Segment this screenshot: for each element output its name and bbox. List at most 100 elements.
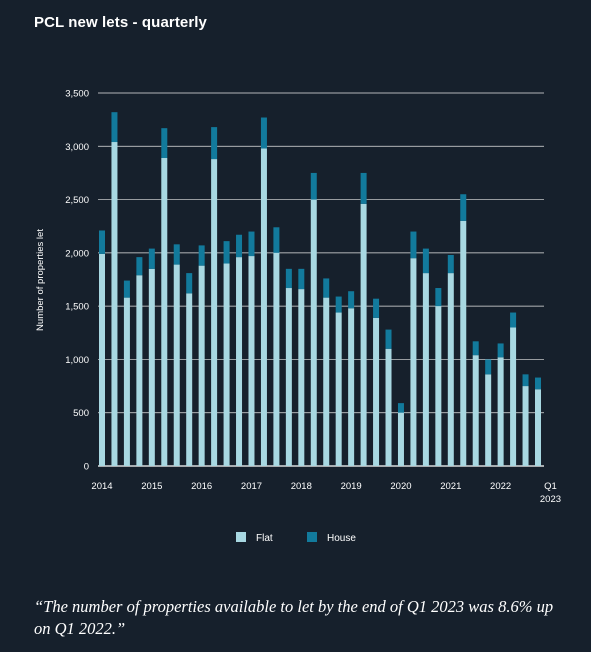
x-tick-label: 2023 xyxy=(540,494,561,505)
bar-house xyxy=(323,278,330,298)
bar-flat xyxy=(447,273,454,466)
bar-flat xyxy=(260,148,267,466)
bar-house xyxy=(186,273,193,294)
y-tick-label: 2,000 xyxy=(65,248,89,259)
bar-flat xyxy=(161,158,168,466)
bar-flat xyxy=(335,312,342,466)
bar-house xyxy=(447,254,454,274)
y-tick-label: 1,000 xyxy=(65,355,89,366)
bar-house xyxy=(260,117,267,149)
bar-flat xyxy=(298,289,305,466)
quote-text: “The number of properties available to l… xyxy=(34,597,554,638)
bar-flat xyxy=(223,263,230,466)
bar-flat xyxy=(497,357,504,466)
legend-swatch-house xyxy=(307,532,317,542)
x-tick-label: Q1 xyxy=(544,481,557,492)
bar-house xyxy=(360,172,367,204)
x-tick-label: 2014 xyxy=(91,481,112,492)
bar-house xyxy=(310,172,317,200)
bar-flat xyxy=(435,306,442,466)
bar-house xyxy=(373,298,380,318)
bar-flat xyxy=(236,257,243,466)
chart-title: PCL new lets - quarterly xyxy=(34,14,208,31)
bar-flat xyxy=(485,374,492,466)
bar-flat xyxy=(360,203,367,466)
bar-house xyxy=(460,194,467,221)
bar-house xyxy=(123,280,130,298)
bar-flat xyxy=(136,275,143,466)
x-tick-label: 2022 xyxy=(490,481,511,492)
bar-house xyxy=(522,374,529,387)
bar-house xyxy=(535,377,541,390)
bar-flat xyxy=(99,253,105,466)
bar-house xyxy=(285,268,292,289)
bar-flat xyxy=(472,355,479,466)
x-tick-label: 2015 xyxy=(141,481,162,492)
bar-flat xyxy=(422,273,429,466)
bar-flat xyxy=(148,268,155,466)
y-tick-label: 3,000 xyxy=(65,142,89,153)
bar-house xyxy=(298,268,305,290)
bar-house xyxy=(248,231,255,257)
x-axis-tick-labels: 2014 2015 2016 2017 2018 2019 2020 2021 2022 Q1 20… xyxy=(91,481,561,505)
bar-flat xyxy=(460,220,467,466)
y-tick-label: 0 xyxy=(84,462,89,473)
y-axis-label: Number of properties let xyxy=(35,229,46,331)
x-tick-label: 2021 xyxy=(440,481,461,492)
bar-flat xyxy=(273,252,280,466)
bar-house xyxy=(198,245,205,266)
bar-house xyxy=(173,244,180,265)
y-tick-label: 2,500 xyxy=(65,195,89,206)
bar-flat xyxy=(397,412,404,466)
bar-house xyxy=(348,291,355,309)
bar-house xyxy=(273,227,280,253)
bar-house xyxy=(335,296,342,313)
bar-house xyxy=(485,359,492,375)
legend-label-house: House xyxy=(327,533,356,544)
bar-house xyxy=(510,312,517,328)
legend-swatch-flat xyxy=(236,532,246,542)
bar-flat xyxy=(535,389,541,466)
bar-house xyxy=(236,234,243,258)
y-axis-tick-labels: 0 500 1,000 1,500 2,000 2,500 3,000 3,500 xyxy=(65,89,89,473)
gridlines xyxy=(98,92,544,467)
bar-house xyxy=(472,341,479,356)
bar-house xyxy=(99,230,105,254)
y-tick-label: 3,500 xyxy=(65,89,89,100)
legend: Flat House xyxy=(236,532,356,544)
bar-flat xyxy=(285,288,292,466)
bar-house xyxy=(435,288,442,307)
x-tick-label: 2018 xyxy=(291,481,312,492)
bar-flat xyxy=(522,386,529,466)
bar-house xyxy=(385,329,392,349)
bar-flat xyxy=(123,297,130,466)
bar-house xyxy=(161,128,168,159)
bar-house xyxy=(148,248,155,269)
bar-flat xyxy=(510,327,517,466)
bar-flat xyxy=(385,348,392,466)
bar-house xyxy=(223,241,230,264)
bar-flat xyxy=(410,258,417,466)
bar-flat xyxy=(211,159,218,466)
bar-house xyxy=(397,403,404,413)
bar-house xyxy=(211,127,218,160)
bar-flat xyxy=(248,256,255,466)
bar-house xyxy=(497,343,504,358)
bars xyxy=(99,112,541,467)
bar-house xyxy=(111,112,118,143)
bar-house xyxy=(422,248,429,274)
bar-flat xyxy=(310,199,317,467)
bar-flat xyxy=(198,265,205,466)
bar-flat xyxy=(373,317,380,466)
bar-house xyxy=(136,257,143,276)
bar-flat xyxy=(186,293,193,466)
x-tick-label: 2019 xyxy=(341,481,362,492)
bar-flat xyxy=(111,142,118,466)
x-tick-label: 2020 xyxy=(390,481,411,492)
bar-flat xyxy=(348,308,355,466)
x-tick-label: 2016 xyxy=(191,481,212,492)
x-tick-label: 2017 xyxy=(241,481,262,492)
bar-house xyxy=(410,231,417,259)
legend-label-flat: Flat xyxy=(256,533,273,544)
